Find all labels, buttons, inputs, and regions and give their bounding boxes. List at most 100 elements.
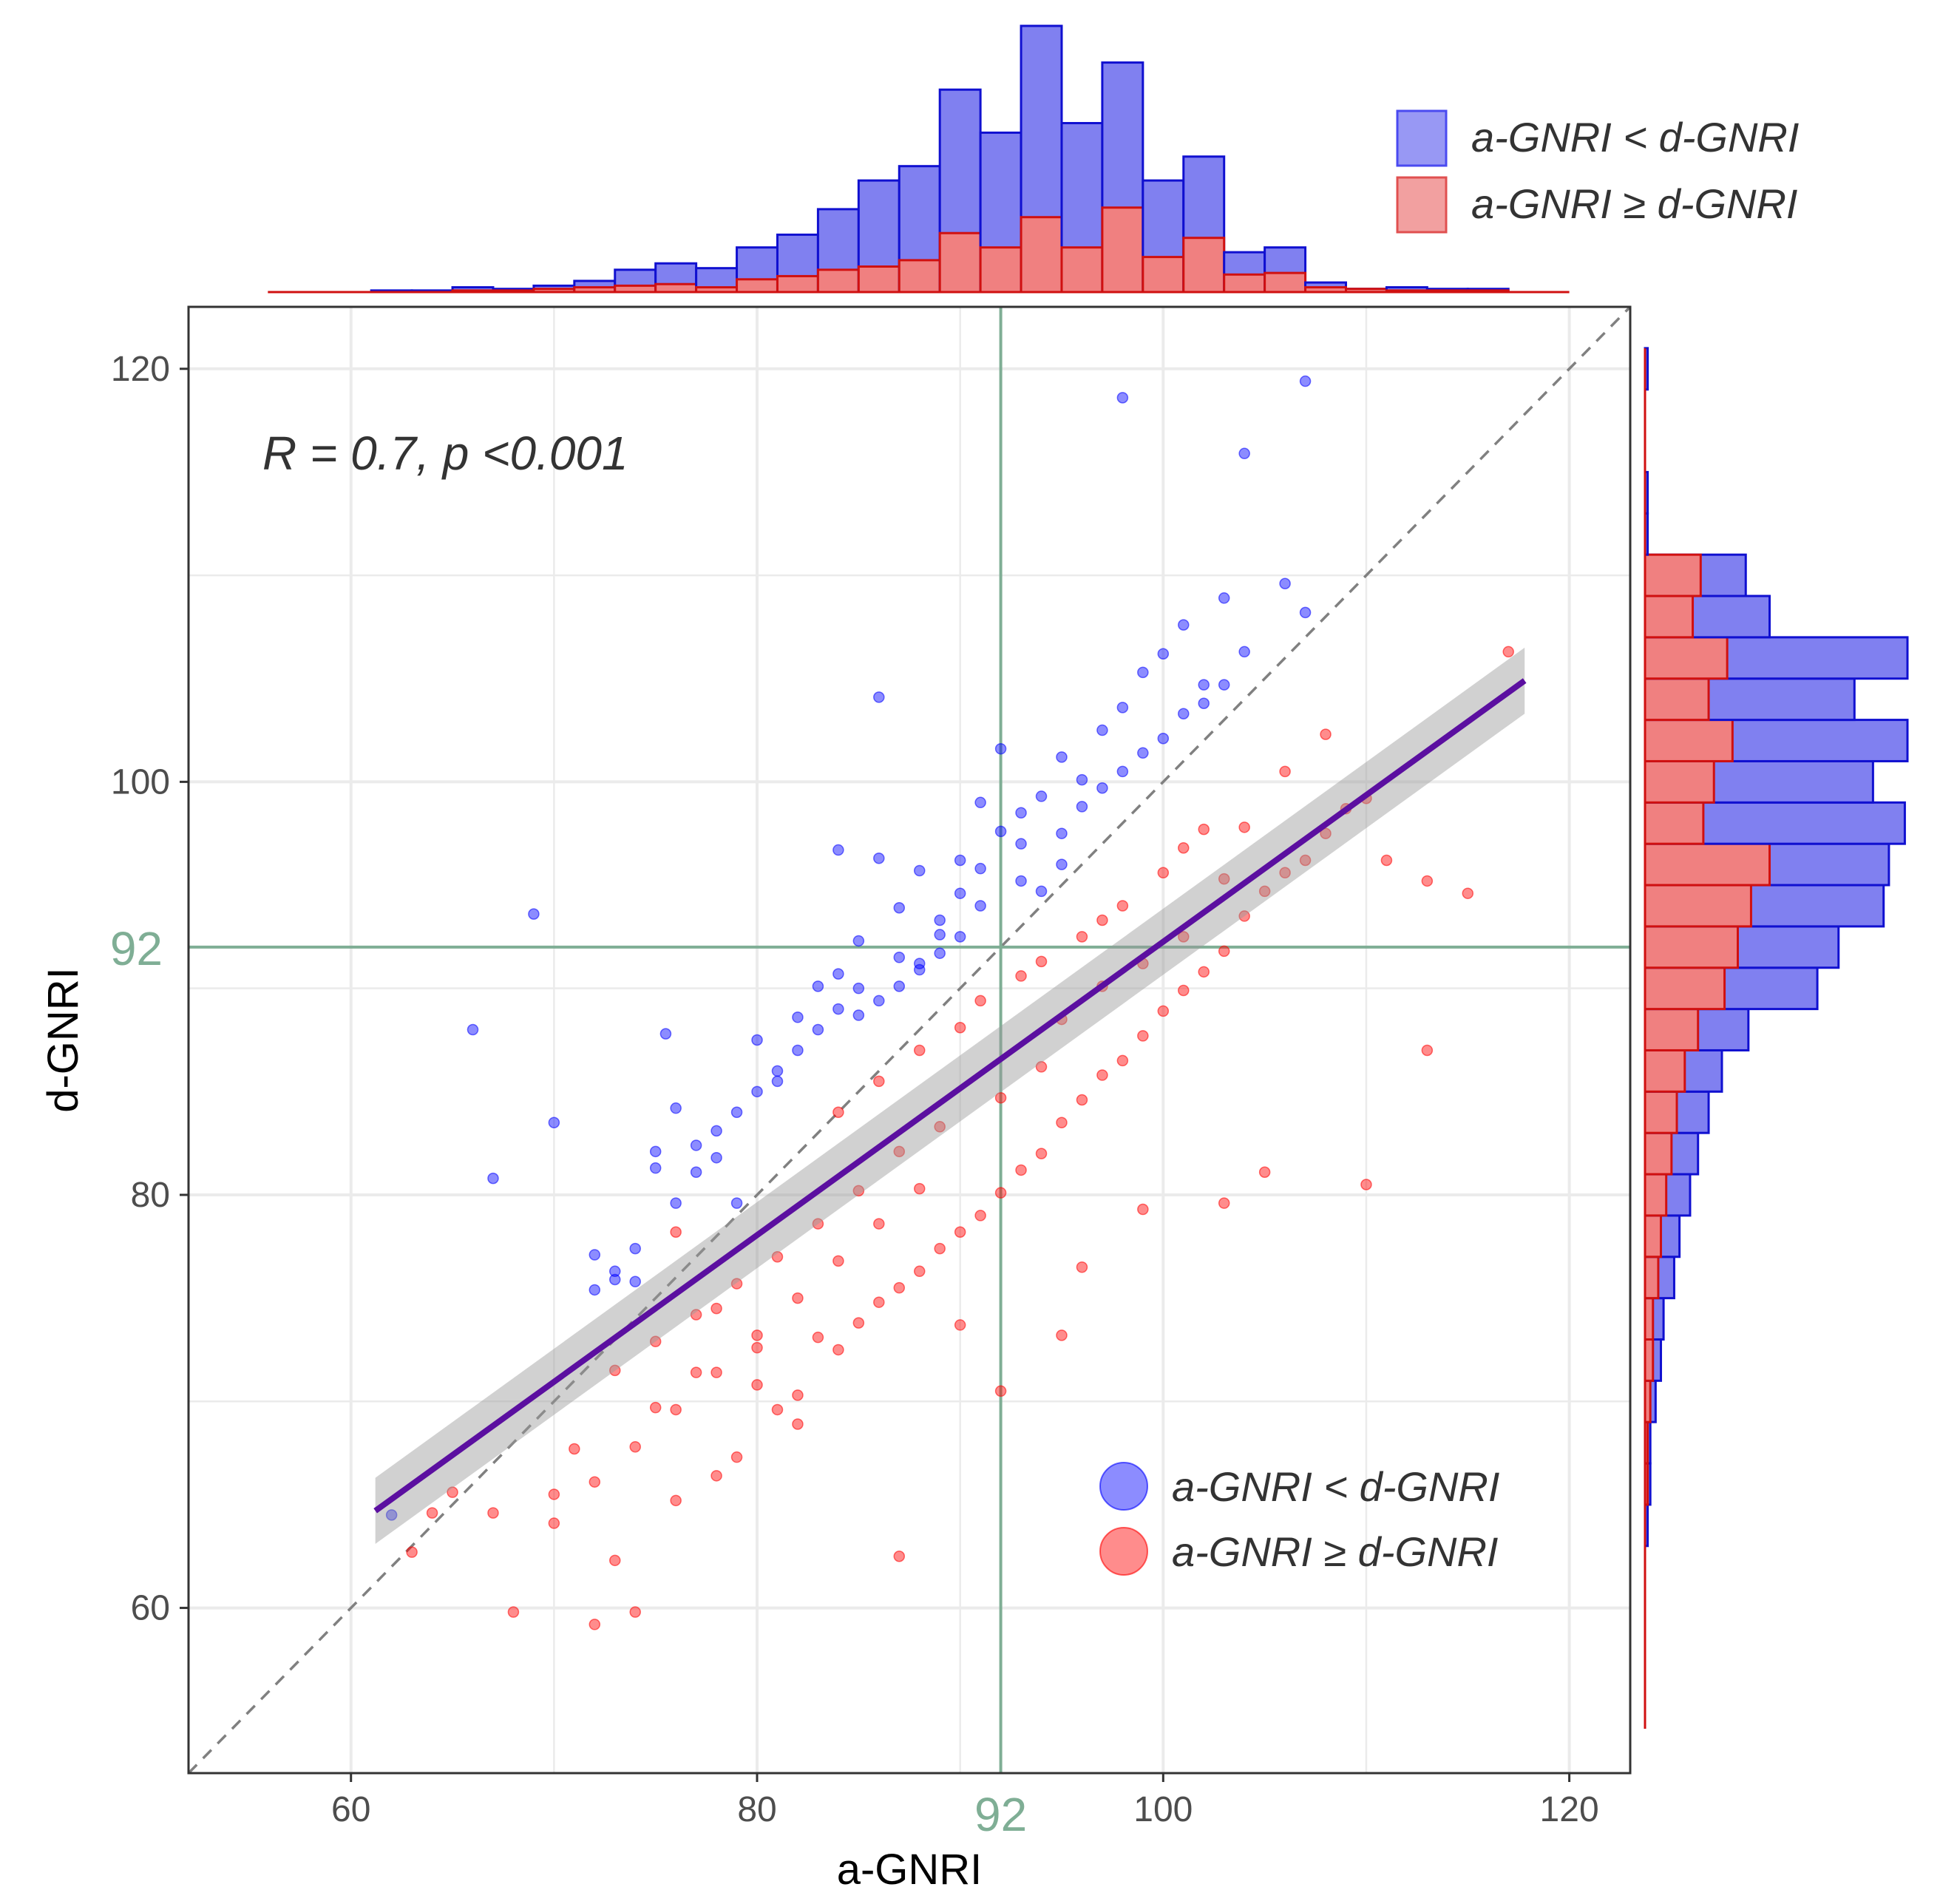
- data-point: [1421, 1044, 1434, 1057]
- data-point: [934, 947, 946, 959]
- data-point: [589, 1619, 601, 1630]
- data-point: [1137, 666, 1149, 679]
- data-point: [467, 1023, 479, 1036]
- data-point: [629, 1606, 641, 1618]
- data-point: [1178, 619, 1190, 631]
- data-point: [954, 1319, 966, 1331]
- data-point: [629, 1440, 641, 1453]
- data-point: [792, 1418, 804, 1430]
- data-point: [1035, 885, 1048, 898]
- data-point: [1380, 854, 1393, 867]
- data-point: [1238, 447, 1250, 460]
- data-point: [1096, 914, 1108, 926]
- data-point: [609, 1273, 621, 1286]
- data-point: [1218, 945, 1230, 958]
- data-point: [812, 1023, 824, 1036]
- data-point: [1137, 747, 1149, 759]
- regression-line: [373, 678, 1527, 1514]
- data-point: [792, 1044, 804, 1057]
- top-hist-bar-red: [1142, 256, 1185, 294]
- top-hist-bar-red: [654, 282, 698, 294]
- data-point: [1056, 1329, 1068, 1341]
- data-point: [1076, 931, 1088, 943]
- data-point: [1076, 1094, 1088, 1106]
- legend-label: a-GNRI ≥ d-GNRI: [1172, 1528, 1498, 1575]
- right-hist-bar-red: [1644, 636, 1729, 680]
- data-point: [629, 1275, 641, 1288]
- data-point: [1116, 702, 1129, 714]
- y-tick-label: 120: [111, 350, 170, 389]
- data-point: [730, 1197, 743, 1209]
- right-hist-bar-red: [1644, 842, 1771, 887]
- right-hist-bar-red: [1644, 677, 1710, 722]
- data-point: [670, 1102, 682, 1114]
- right-hist-bar-red: [1644, 1090, 1678, 1134]
- data-point: [548, 1517, 560, 1529]
- scatter-legend: a-GNRI < d-GNRI a-GNRI ≥ d-GNRI: [1099, 1462, 1499, 1576]
- data-point: [934, 929, 946, 941]
- data-point: [1157, 867, 1170, 879]
- data-point: [1035, 790, 1048, 802]
- y-tick-label: 60: [131, 1589, 170, 1628]
- data-point: [1056, 858, 1068, 870]
- data-point: [1198, 697, 1210, 709]
- x-tick-label: 120: [1540, 1790, 1599, 1829]
- data-point: [1238, 910, 1250, 922]
- data-point: [1279, 765, 1291, 778]
- data-point: [1320, 827, 1332, 839]
- data-point: [913, 963, 926, 976]
- data-point: [589, 1249, 601, 1261]
- right-hist-bar-red: [1644, 884, 1752, 928]
- data-point: [385, 1509, 398, 1521]
- data-point: [1299, 854, 1312, 867]
- data-point: [893, 1145, 906, 1158]
- data-point: [1116, 765, 1129, 778]
- data-point: [812, 1331, 824, 1344]
- right-hist-bar-red: [1644, 966, 1726, 1011]
- data-point: [974, 796, 986, 809]
- data-point: [873, 1218, 885, 1230]
- data-point: [528, 908, 540, 920]
- data-point: [1462, 887, 1474, 899]
- data-point: [406, 1546, 418, 1558]
- data-point: [569, 1443, 580, 1455]
- top-hist-bar-red: [938, 231, 982, 294]
- right-hist-bar-red: [1644, 801, 1705, 845]
- data-point: [1076, 773, 1088, 786]
- data-point: [893, 1281, 906, 1294]
- top-hist-bar-red: [816, 268, 860, 294]
- data-point: [609, 1554, 621, 1567]
- top-histogram: a-GNRI < d-GNRI a-GNRI ≥ d-GNRI: [268, 24, 1799, 294]
- data-point: [690, 1366, 702, 1378]
- correlation-annotation: R = 0.7, p <0.001: [262, 427, 628, 480]
- data-point: [994, 1187, 1007, 1199]
- data-point: [690, 1139, 702, 1151]
- x-reference-label: 92: [974, 1788, 1027, 1841]
- data-point: [934, 1121, 946, 1133]
- data-point: [1015, 1164, 1027, 1176]
- data-point: [507, 1606, 520, 1618]
- right-hist-bar-red: [1644, 1173, 1668, 1217]
- data-point: [994, 742, 1007, 755]
- data-point: [649, 1401, 662, 1414]
- data-point: [954, 887, 966, 899]
- data-point: [1137, 1030, 1149, 1042]
- data-point: [852, 1185, 865, 1197]
- data-point: [832, 1344, 844, 1356]
- data-point: [730, 1106, 743, 1119]
- data-point: [1198, 823, 1210, 836]
- right-hist-bar-red: [1644, 1214, 1663, 1258]
- data-point: [710, 1470, 722, 1482]
- data-point: [609, 1265, 621, 1278]
- plot-area: [189, 307, 1630, 1773]
- data-point: [913, 958, 926, 969]
- data-point: [934, 914, 946, 926]
- data-point: [1198, 966, 1210, 978]
- data-point: [751, 1379, 763, 1391]
- data-point: [730, 1278, 743, 1290]
- data-point: [994, 825, 1007, 838]
- data-point: [792, 1292, 804, 1304]
- data-point: [1258, 885, 1271, 898]
- data-point: [1076, 801, 1088, 813]
